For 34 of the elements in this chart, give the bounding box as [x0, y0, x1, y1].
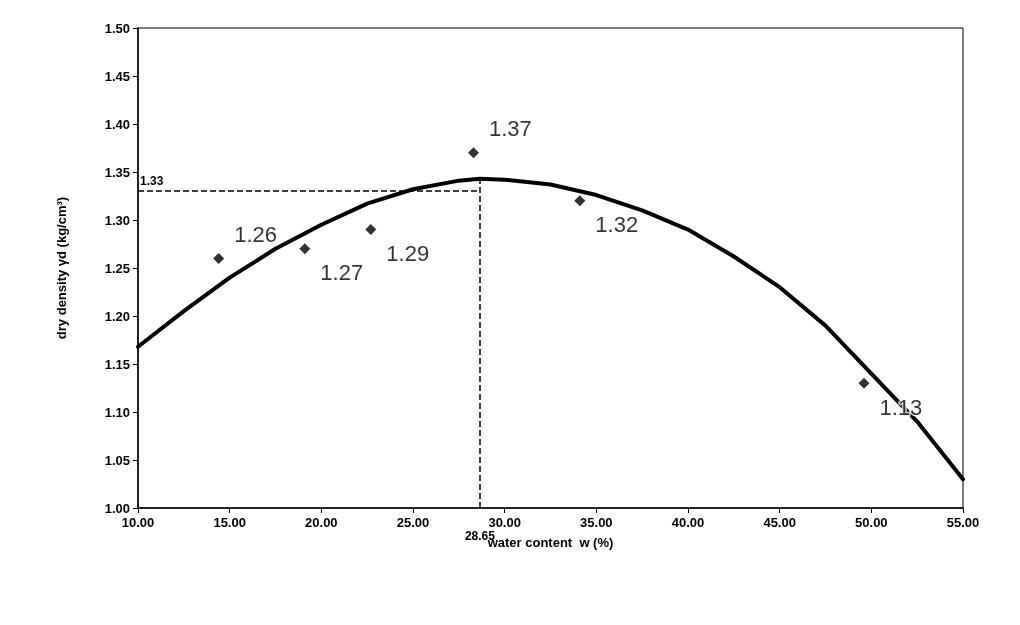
y-tick-label: 1.45	[104, 68, 130, 84]
data-label: 1.29	[386, 241, 430, 267]
x-tick-label: 40.00	[671, 515, 705, 530]
x-tick-label: 15.00	[213, 515, 246, 530]
y-axis-title: dry density γd (kg/cm³)	[54, 196, 69, 340]
y-tick-label: 1.00	[104, 500, 130, 516]
y-tick-label: 1.10	[104, 404, 130, 420]
y-tick-label: 1.20	[104, 308, 130, 324]
point	[365, 224, 377, 236]
point	[299, 243, 311, 255]
y-tick-label: 1.35	[104, 164, 130, 180]
data-label: 1.32	[595, 212, 639, 238]
y-tick-label: 1.15	[104, 356, 130, 372]
point	[574, 195, 586, 207]
ref-line-label: 1.33	[140, 174, 164, 189]
x-tick-label: 20.00	[305, 515, 338, 530]
data-label: 1.26	[234, 221, 277, 247]
data-label: 1.37	[489, 116, 532, 142]
y-tick-label: 1.05	[104, 452, 130, 468]
x-tick-label: 50.00	[855, 515, 888, 530]
x-tick-label: 55.00	[946, 515, 980, 530]
y-tick-label: 1.40	[104, 116, 130, 132]
x-tick-label: 30.00	[488, 515, 521, 530]
point	[858, 377, 870, 389]
y-tick-label: 1.50	[104, 20, 130, 36]
data-label: 1.27	[320, 260, 364, 286]
point	[468, 147, 479, 159]
x-tick-label: 35.00	[580, 515, 613, 530]
point	[213, 252, 225, 264]
x-tick-label: 45.00	[763, 515, 796, 530]
y-tick-label: 1.25	[104, 260, 130, 276]
x-tick-label: 25.00	[396, 515, 430, 530]
x-tick-label: 10.00	[121, 515, 155, 530]
y-tick-label: 1.30	[104, 212, 130, 228]
